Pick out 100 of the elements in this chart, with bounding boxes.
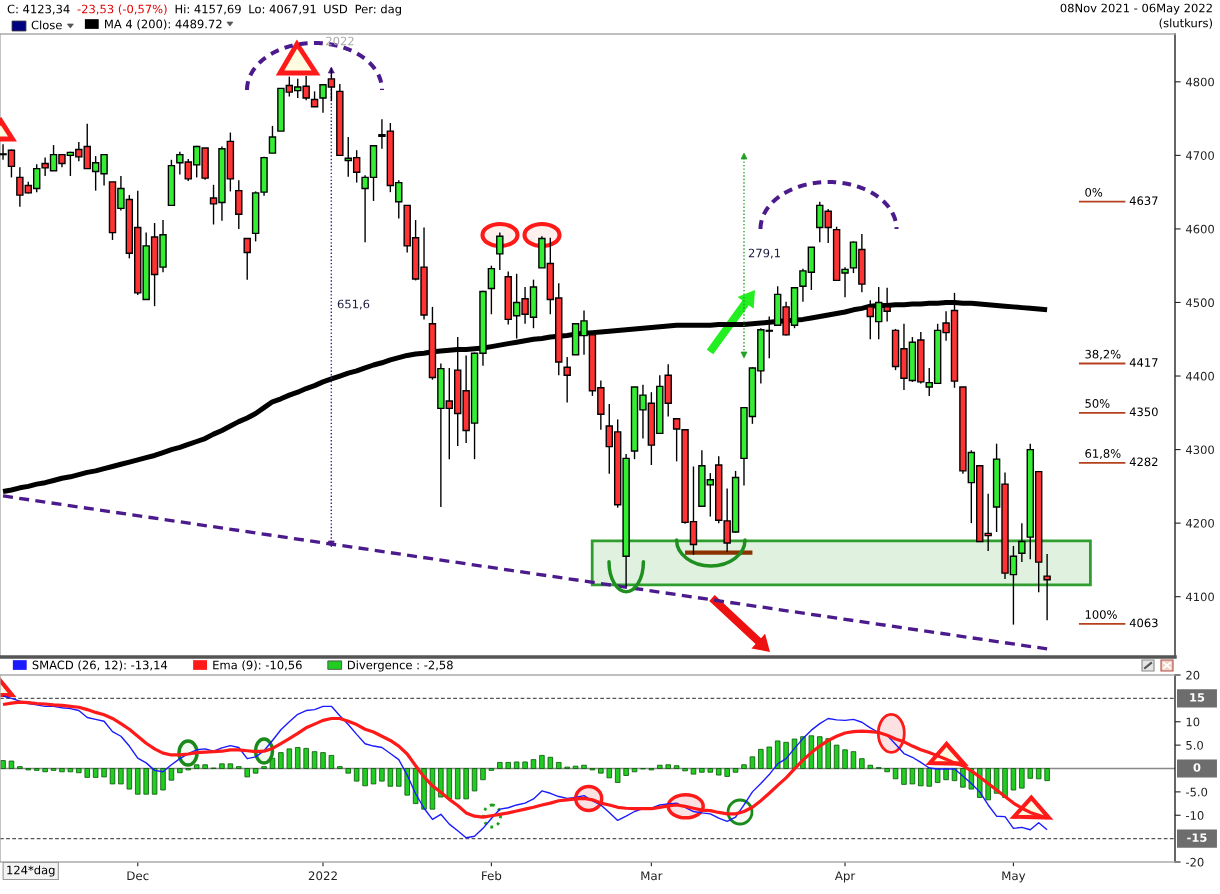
ref-line-label: 4063 [1129, 618, 1158, 628]
bar [867, 764, 874, 769]
annotation: 61,8% [1085, 449, 1121, 459]
text: Hi: 4157,69 [175, 4, 241, 15]
annotation: 100% [1085, 610, 1117, 619]
candlestick [1018, 522, 1026, 563]
bar [193, 764, 200, 769]
bar [614, 768, 621, 783]
bar [135, 768, 141, 795]
candlestick [496, 231, 504, 271]
bar [387, 768, 394, 787]
bar [1019, 768, 1025, 789]
bar [657, 764, 663, 769]
bar [328, 754, 335, 769]
bar [699, 768, 705, 773]
bar [227, 763, 234, 769]
bar [286, 748, 293, 769]
y-tick-label: 4600 [1185, 224, 1214, 234]
bar [581, 764, 587, 769]
text: Close [31, 20, 62, 30]
bar [1002, 768, 1008, 798]
bar [143, 768, 149, 795]
bar [497, 762, 503, 769]
y-tick-label: 4100 [1185, 592, 1214, 602]
bar [732, 768, 739, 773]
ref-line-label: -15 [1187, 833, 1207, 842]
bar [572, 765, 579, 769]
text: -23,53 (-0,57%) [77, 4, 167, 15]
bar [901, 768, 907, 785]
bar [774, 740, 781, 769]
ref-line-label: 15 [1190, 693, 1205, 702]
bar [362, 768, 368, 787]
bar [623, 768, 629, 776]
bar [522, 761, 528, 769]
bar [446, 768, 453, 800]
bar [168, 768, 175, 781]
bar [909, 768, 916, 785]
ref-line-label: 0 [1193, 763, 1201, 772]
bar [160, 768, 166, 791]
candlestick [487, 264, 496, 315]
candlestick [243, 237, 251, 281]
y-tick-label: 10 [1186, 717, 1200, 727]
bar [278, 752, 284, 769]
bar [345, 768, 351, 774]
bar [244, 768, 250, 778]
bar [118, 768, 124, 785]
bar [884, 768, 890, 773]
bar [370, 768, 377, 785]
bar [454, 768, 461, 800]
bar [92, 768, 99, 778]
bar [1027, 768, 1034, 779]
bar [67, 768, 74, 773]
y-tick-label: 5.0 [1186, 740, 1203, 750]
bar [513, 761, 520, 769]
bar [758, 748, 764, 769]
bar [665, 764, 671, 769]
bar [850, 751, 857, 769]
y-tick-label: 4500 [1185, 298, 1214, 308]
bar [101, 768, 107, 778]
annotation: 0% [1085, 187, 1103, 197]
bar [59, 768, 65, 773]
y-tick-label: 4400 [1185, 371, 1214, 381]
ref-line-label: 4350 [1129, 407, 1158, 417]
ref-line-label: 4417 [1129, 358, 1158, 367]
y-tick-label: -20 [1185, 857, 1204, 867]
legend-label: SMACD (26, 12): -13,14 [32, 660, 168, 671]
x-tick-label: Feb [482, 871, 502, 881]
candlestick [1043, 553, 1051, 621]
bar [396, 768, 402, 787]
bar [547, 756, 554, 769]
bar [716, 768, 722, 776]
bar [126, 768, 133, 790]
bar [295, 747, 301, 769]
bar [303, 747, 309, 769]
bar [825, 738, 831, 769]
bar [109, 768, 116, 785]
y-tick-label: 4800 [1185, 77, 1214, 87]
bar [833, 744, 840, 769]
legend-label: Divergence : -2,58 [347, 660, 453, 672]
bar [471, 768, 478, 792]
bar [1010, 768, 1017, 791]
bar [724, 768, 730, 777]
bar [556, 762, 562, 769]
bar [842, 749, 848, 769]
y-tick-label: 20 [1186, 670, 1200, 680]
candlestick [563, 356, 571, 404]
legend-label: MA 4 (200): 4489.72 [105, 19, 222, 30]
y-tick-label: 4700 [1185, 151, 1214, 160]
annotation: 651,6 [337, 299, 370, 310]
bar [539, 754, 545, 769]
chart-title: C: 4123,34 [7, 4, 70, 15]
bar [84, 768, 90, 778]
bar [320, 752, 326, 769]
x-tick-label: Mar [641, 871, 663, 881]
ref-line-label: 4282 [1129, 457, 1158, 467]
bar [219, 763, 225, 769]
bar [177, 768, 183, 774]
y-tick-label: -10 [1185, 811, 1204, 820]
bar [202, 764, 208, 769]
bar [1035, 768, 1042, 780]
